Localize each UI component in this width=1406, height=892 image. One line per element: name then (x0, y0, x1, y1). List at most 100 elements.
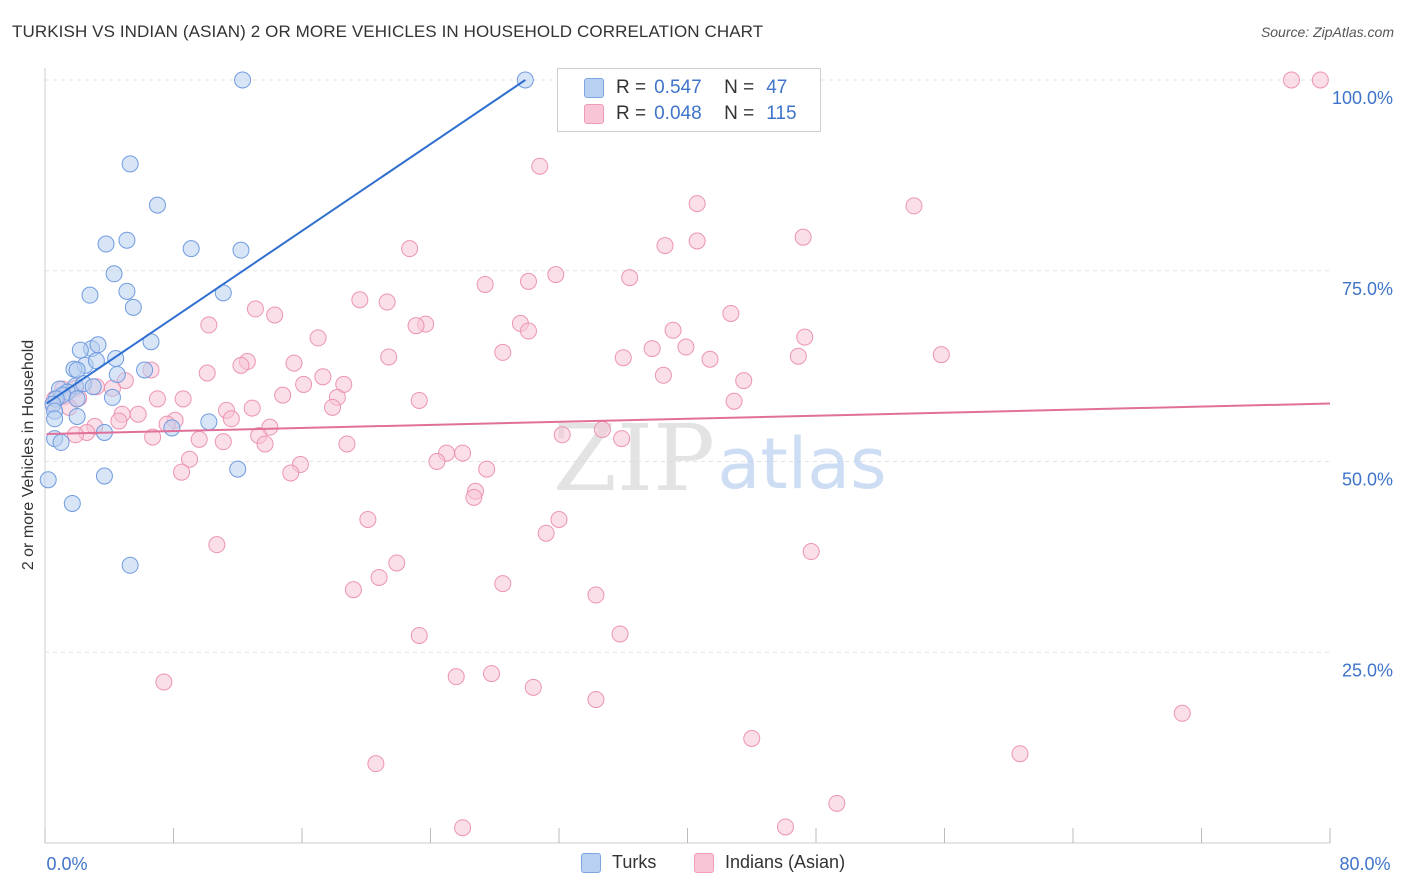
turks-point (81, 286, 99, 304)
indians-point (1011, 745, 1029, 763)
turks-point (89, 336, 107, 354)
indians-point (789, 347, 807, 365)
indians-point (494, 343, 512, 361)
indians-point (802, 543, 820, 561)
indians-point (370, 568, 388, 586)
indians-point (643, 340, 661, 358)
indians-point (338, 435, 356, 453)
indians-point (410, 626, 428, 644)
trend-lines (46, 79, 1331, 436)
correlation-legend: R = 0.547 N = 47 R = 0.048 N = 115 (557, 68, 821, 132)
indians-point (725, 392, 743, 410)
indians-point (587, 691, 605, 709)
turks-point (118, 231, 136, 249)
x-tick-label: 0.0% (46, 854, 87, 874)
indians-point (309, 329, 327, 347)
watermark-atlas: atlas (717, 423, 886, 505)
indians-point (664, 321, 682, 339)
indians-point (828, 794, 846, 812)
indians-point (378, 293, 396, 311)
legend-item-turks[interactable]: Turks (581, 852, 656, 873)
indians-point (701, 350, 719, 368)
x-tick-label: 80.0% (1339, 854, 1390, 874)
turks-n-value: 47 (766, 77, 788, 98)
indians-point (359, 510, 377, 528)
indians-point (587, 586, 605, 604)
indians-point (531, 157, 549, 175)
tick-labels: 100.0% 75.0% 50.0% 25.0% 0.0% 80.0% (46, 88, 1393, 874)
turks-n-label: N = (724, 77, 755, 98)
turks-point (97, 235, 115, 253)
series-indians-asian (44, 71, 1329, 837)
indians-point (344, 581, 362, 599)
indians-point (537, 524, 555, 542)
indians-point (1282, 71, 1300, 89)
indians-point (67, 426, 85, 444)
indians-point (367, 755, 385, 773)
series-legend: Turks Indians (Asian) (0, 852, 1406, 876)
indians-point (407, 317, 425, 335)
indians-point (688, 232, 706, 250)
indians-point (144, 428, 162, 446)
indians-point (722, 304, 740, 322)
turks-r-label: R = (616, 77, 647, 98)
indians-point (401, 240, 419, 258)
indians-point (256, 435, 274, 453)
turks-point (118, 282, 136, 300)
indians-point (173, 463, 191, 481)
indians-swatch (584, 104, 604, 124)
indians-point (110, 412, 128, 430)
indians-point (476, 275, 494, 293)
indians-legend-swatch (694, 852, 714, 873)
indians-point (155, 673, 173, 691)
indians-point (593, 420, 611, 438)
indians-point (550, 510, 568, 528)
indians-trend-line (46, 402, 1331, 436)
turks-point (148, 196, 166, 214)
y-tick-label: 25.0% (1342, 660, 1393, 680)
indians-legend-label: Indians (Asian) (725, 852, 846, 872)
indians-point (553, 426, 571, 444)
turks-point (182, 240, 200, 258)
indians-point (274, 386, 292, 404)
axes (44, 68, 1331, 844)
turks-point (68, 407, 86, 425)
indians-point (654, 366, 672, 384)
watermark: ZIP atlas (553, 405, 887, 512)
turks-legend-label: Turks (612, 852, 657, 872)
indians-point (410, 391, 428, 409)
indians-point (232, 356, 250, 374)
indians-r-value: 0.048 (654, 103, 702, 124)
indians-point (1173, 704, 1191, 722)
legend-row-turks: R = 0.547 N = 47 (584, 77, 787, 99)
indians-point (190, 430, 208, 448)
indians-point (905, 197, 923, 215)
indians-point (388, 554, 406, 572)
indians-point (614, 349, 632, 367)
turks-point (136, 361, 154, 379)
indians-point (494, 575, 512, 593)
turks-point (39, 471, 57, 489)
indians-point (295, 375, 313, 393)
indians-point (200, 316, 218, 334)
indians-point (519, 272, 537, 290)
chart-title: TURKISH VS INDIAN (ASIAN) 2 OR MORE VEHI… (12, 22, 764, 41)
turks-point (200, 413, 218, 431)
indians-point (282, 464, 300, 482)
indians-point (478, 460, 496, 478)
legend-item-indians[interactable]: Indians (Asian) (694, 852, 845, 873)
indians-point (174, 390, 192, 408)
indians-point (465, 488, 483, 506)
turks-point (95, 467, 113, 485)
indians-point (222, 410, 240, 428)
indians-point (776, 818, 794, 836)
indians-point (519, 322, 537, 340)
indians-point (285, 354, 303, 372)
indians-point (796, 328, 814, 346)
indians-point (735, 372, 753, 390)
indians-point (351, 291, 369, 309)
turks-point (163, 419, 181, 437)
indians-point (547, 266, 565, 284)
watermark-zip: ZIP (553, 405, 715, 512)
